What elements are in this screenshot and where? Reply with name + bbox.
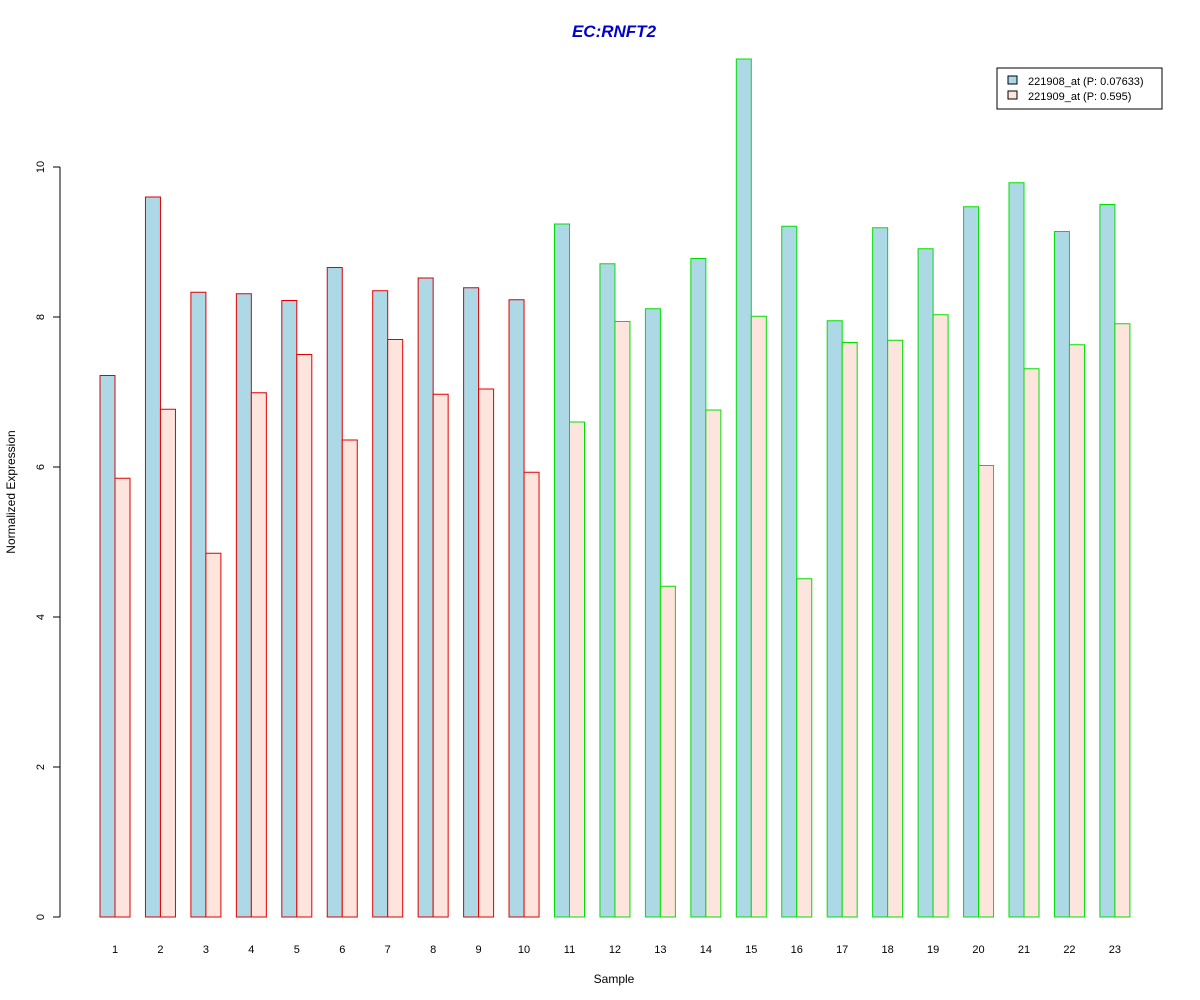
bar-sample-22-series-1 — [1053, 231, 1070, 918]
bar-sample-1-series-2 — [114, 477, 131, 918]
bar-sample-12-series-1 — [599, 263, 616, 918]
x-tick-label: 20 — [972, 944, 984, 956]
bar-sample-16-series-1 — [781, 225, 798, 918]
y-tick-label: 4 — [35, 614, 47, 620]
bar-sample-11-series-1 — [554, 223, 570, 918]
x-tick-label: 17 — [836, 944, 848, 956]
bar-sample-17-series-2 — [841, 342, 858, 918]
bar-sample-14-series-2 — [705, 409, 722, 918]
bar-sample-15-series-1 — [735, 58, 752, 918]
x-tick-label: 2 — [157, 944, 163, 956]
bar-sample-4-series-2 — [250, 392, 267, 918]
x-axis-title: Sample — [594, 972, 635, 986]
bar-sample-20-series-1 — [963, 206, 980, 918]
bar-sample-7-series-1 — [372, 290, 389, 918]
bar-sample-21-series-1 — [1008, 182, 1025, 918]
x-tick-label: 23 — [1109, 944, 1121, 956]
bar-sample-9-series-1 — [463, 287, 480, 918]
bar-sample-8-series-1 — [417, 277, 434, 918]
bar-sample-10-series-1 — [508, 299, 525, 918]
bar-sample-7-series-2 — [387, 339, 404, 918]
bar-sample-19-series-1 — [917, 248, 934, 918]
bar-sample-2-series-2 — [159, 408, 176, 918]
bar-sample-19-series-2 — [932, 314, 949, 918]
y-tick-label: 6 — [35, 464, 47, 470]
legend: 221908_at (P: 0.07633) 221909_at (P: 0.5… — [996, 67, 1163, 110]
bar-sample-5-series-2 — [296, 354, 313, 918]
bar-sample-14-series-1 — [690, 258, 707, 918]
bars-group — [99, 58, 1131, 918]
bar-sample-15-series-2 — [750, 315, 767, 918]
x-tick-label: 6 — [339, 944, 345, 956]
x-tick-label: 1 — [112, 944, 118, 956]
x-tick-label: 15 — [745, 944, 757, 956]
chart-title: EC:RNFT2 — [572, 22, 657, 41]
x-tick-label: 11 — [564, 944, 575, 956]
x-tick-label: 13 — [654, 944, 666, 956]
x-tick-label: 12 — [609, 944, 621, 956]
x-tick-label: 19 — [927, 944, 939, 956]
bar-sample-22-series-2 — [1068, 344, 1085, 918]
y-tick-label: 0 — [35, 914, 47, 920]
bar-sample-2-series-1 — [144, 196, 161, 918]
bar-sample-3-series-1 — [190, 291, 207, 918]
x-tick-label: 7 — [385, 944, 391, 956]
bar-sample-17-series-1 — [826, 320, 843, 918]
bar-sample-6-series-2 — [341, 439, 358, 918]
y-tick-label: 8 — [35, 314, 47, 320]
legend-swatch-221909 — [1007, 90, 1018, 100]
bar-sample-21-series-2 — [1023, 368, 1040, 918]
bar-sample-4-series-1 — [235, 293, 252, 918]
bar-sample-20-series-2 — [978, 465, 995, 918]
bar-sample-11-series-2 — [569, 421, 585, 918]
x-tick-label: 16 — [791, 944, 803, 956]
x-tick-label: 3 — [203, 944, 209, 956]
bar-sample-18-series-1 — [872, 227, 889, 918]
bar-sample-5-series-1 — [281, 300, 298, 918]
bar-sample-13-series-1 — [644, 308, 661, 918]
y-axis: 0 2 4 6 8 10 — [35, 161, 61, 920]
bar-sample-6-series-1 — [326, 267, 343, 918]
bar-sample-23-series-1 — [1099, 204, 1116, 918]
x-tick-label: 18 — [882, 944, 894, 956]
bar-sample-10-series-2 — [523, 471, 540, 918]
y-axis-title: Normalized Expression — [4, 430, 18, 553]
y-tick-label: 2 — [35, 764, 47, 770]
x-tick-label: 4 — [248, 944, 254, 956]
bar-sample-8-series-2 — [432, 393, 449, 918]
bar-sample-1-series-1 — [99, 375, 116, 918]
legend-box — [996, 67, 1163, 110]
bar-sample-9-series-2 — [478, 388, 495, 918]
x-tick-label: 22 — [1063, 944, 1075, 956]
x-tick-labels: 1 2 3 4 5 6 7 8 9 10 11 12 13 14 15 16 17 18 19 20 21 22 23 — [112, 944, 1121, 956]
bar-sample-3-series-2 — [205, 552, 222, 918]
y-tick-label: 10 — [35, 161, 47, 173]
bar-sample-16-series-2 — [796, 578, 813, 918]
x-tick-label: 10 — [518, 944, 530, 956]
x-tick-label: 8 — [430, 944, 436, 956]
x-tick-label: 14 — [700, 944, 712, 956]
legend-label-221909: 221909_at (P: 0.595) — [1028, 91, 1131, 103]
x-tick-label: 21 — [1018, 944, 1030, 956]
bar-sample-12-series-2 — [614, 321, 631, 918]
bar-sample-13-series-2 — [659, 585, 676, 918]
x-tick-label: 9 — [476, 944, 482, 956]
bar-sample-18-series-2 — [887, 339, 904, 918]
legend-swatch-221908 — [1007, 75, 1018, 85]
legend-label-221908: 221908_at (P: 0.07633) — [1028, 76, 1144, 88]
bar-sample-23-series-2 — [1114, 323, 1131, 918]
x-tick-label: 5 — [294, 944, 300, 956]
